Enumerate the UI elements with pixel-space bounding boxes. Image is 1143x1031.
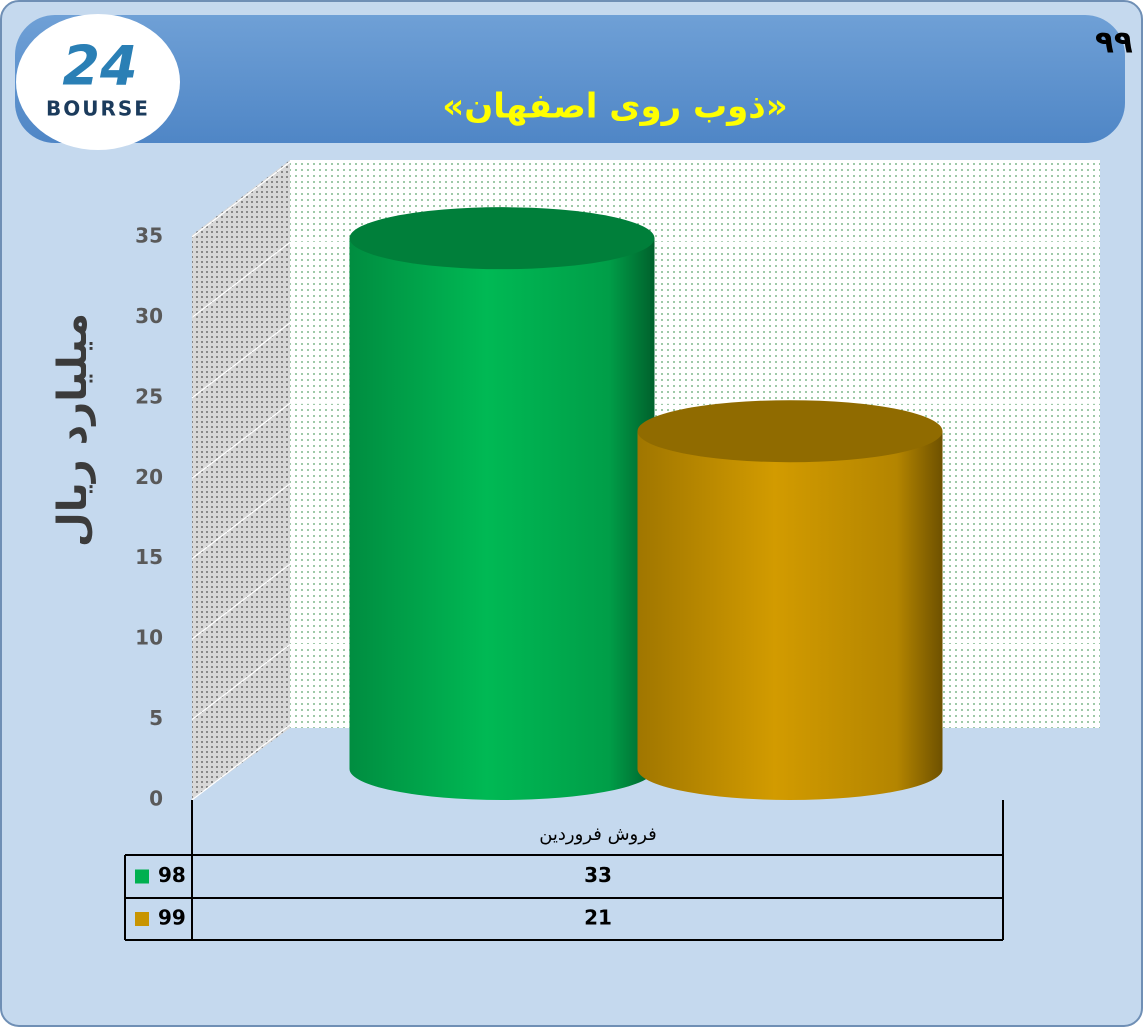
logo-mark: 24 — [62, 35, 137, 98]
x-tick-label: فروش فروردین — [539, 824, 657, 845]
chart-title: گزارش فروش ریالی ماهانه و ۱ ماهه منتهی ب… — [1095, 24, 1143, 61]
y-tick-label: 35 — [135, 224, 163, 248]
logo-name: BOURSE — [46, 97, 150, 121]
legend-key — [135, 912, 149, 926]
y-tick-label: 0 — [149, 787, 163, 811]
cylinder-body — [349, 238, 655, 800]
data-label: 33 — [584, 863, 612, 887]
grid-line — [191, 161, 1100, 238]
cylinder — [349, 207, 655, 800]
logo-badge — [16, 14, 180, 150]
data-label: 21 — [584, 906, 612, 930]
y-tick-label: 10 — [135, 626, 163, 650]
header-band — [15, 15, 1125, 143]
cylinder-top — [349, 207, 655, 270]
cylinder-top — [637, 400, 943, 463]
y-tick-label: 30 — [135, 304, 163, 328]
legend-label: 99 — [158, 906, 186, 930]
chart-subtitle: «ذوب روی اصفهان» — [442, 87, 787, 127]
y-axis-title: میلیارد ریال — [50, 313, 96, 547]
cylinder — [637, 400, 943, 800]
y-tick-label: 5 — [149, 706, 163, 730]
grid-line — [191, 241, 1100, 318]
grid-line — [191, 322, 1100, 399]
y-tick-label: 25 — [135, 384, 163, 408]
legend-label: 98 — [158, 863, 186, 887]
legend-key — [135, 869, 149, 884]
y-tick-label: 15 — [135, 545, 163, 569]
side-wall — [192, 160, 290, 800]
y-tick-label: 20 — [135, 465, 163, 489]
cylinder-body — [637, 431, 943, 800]
